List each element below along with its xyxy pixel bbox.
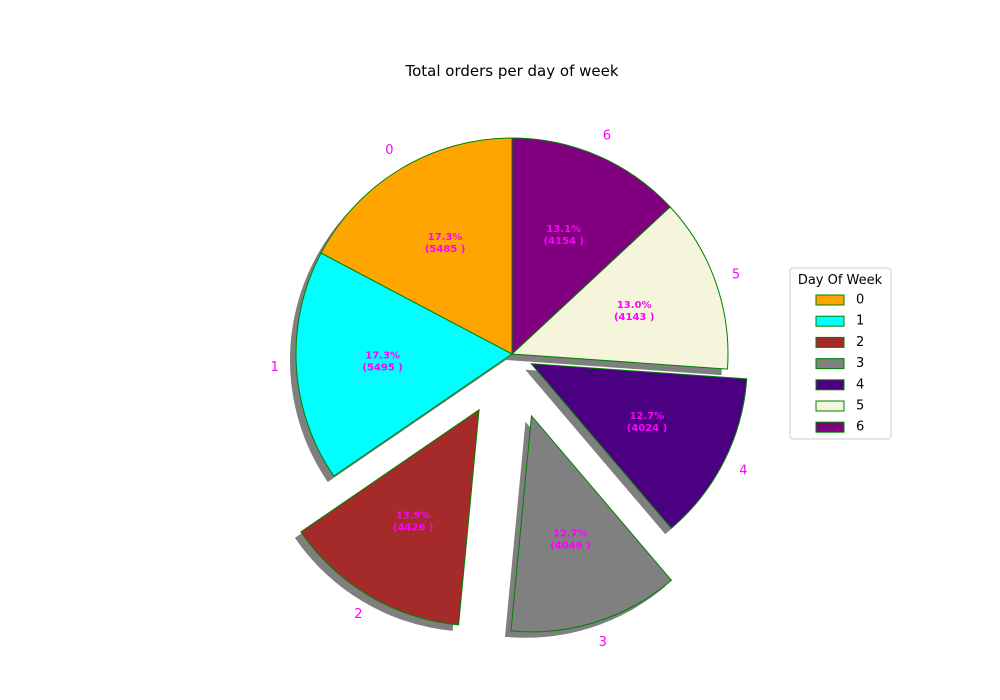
slice-label-1: 1 [271, 360, 279, 375]
legend-label-0: 0 [856, 293, 864, 308]
legend-swatch-2 [815, 336, 845, 348]
slice-label-2: 2 [354, 607, 362, 622]
legend-frame [789, 267, 892, 440]
legend-swatch-1 [815, 315, 845, 327]
slice-percent-1: 17.3% [365, 350, 400, 361]
slice-label-4: 4 [739, 463, 747, 478]
slice-label-5: 5 [732, 267, 740, 282]
pie-slice-3 [510, 414, 673, 633]
legend-label-4: 4 [856, 377, 864, 392]
slice-percent-0: 17.3% [428, 232, 463, 243]
pie-slice-6 [511, 137, 671, 356]
legend-swatch-4 [815, 379, 845, 391]
slice-count-3: (4046 ) [550, 540, 590, 551]
chart-title: Total orders per day of week [404, 62, 618, 80]
pie-slice-1 [295, 252, 513, 477]
legend-items: 0 1 2 3 4 5 6 [815, 293, 864, 435]
slice-percent-4: 12.7% [630, 411, 665, 422]
legend-label-2: 2 [856, 335, 864, 350]
slice-label-0: 0 [385, 143, 393, 158]
slice-count-5: (4143 ) [614, 312, 654, 323]
legend-title: Day Of Week [798, 273, 883, 288]
slice-percent-3: 12.7% [553, 528, 588, 539]
slice-percent-6: 13.1% [546, 224, 581, 235]
legend-label-6: 6 [856, 420, 864, 435]
pie-slice-0 [320, 137, 513, 355]
slice-count-1: (5495 ) [362, 362, 402, 373]
pie-slices [295, 137, 748, 633]
pie-slice-2 [300, 408, 480, 626]
slice-count-0: (5485 ) [425, 244, 465, 255]
slice-count-2: (4426 ) [393, 522, 433, 533]
legend-label-5: 5 [856, 399, 864, 414]
legend-swatch-3 [815, 358, 845, 370]
slice-percent-5: 13.0% [617, 300, 652, 311]
slice-percent-2: 13.9% [396, 510, 431, 521]
slice-count-4: (4024 ) [627, 423, 667, 434]
legend-label-1: 1 [856, 314, 864, 329]
legend: Day Of Week 0 1 2 3 4 5 6 [789, 267, 892, 440]
slice-count-6: (4154 ) [544, 236, 584, 247]
legend-swatch-6 [815, 421, 845, 433]
legend-swatch-0 [815, 294, 845, 306]
pie-slice-4 [530, 363, 748, 529]
slice-labels: 017.3%(5485 )117.3%(5495 )213.9%(4426 )3… [271, 129, 748, 650]
slice-label-6: 6 [603, 129, 611, 144]
legend-swatch-5 [815, 400, 845, 412]
legend-label-3: 3 [856, 356, 864, 371]
slice-label-3: 3 [599, 635, 607, 650]
pie-slice-5 [510, 206, 729, 370]
